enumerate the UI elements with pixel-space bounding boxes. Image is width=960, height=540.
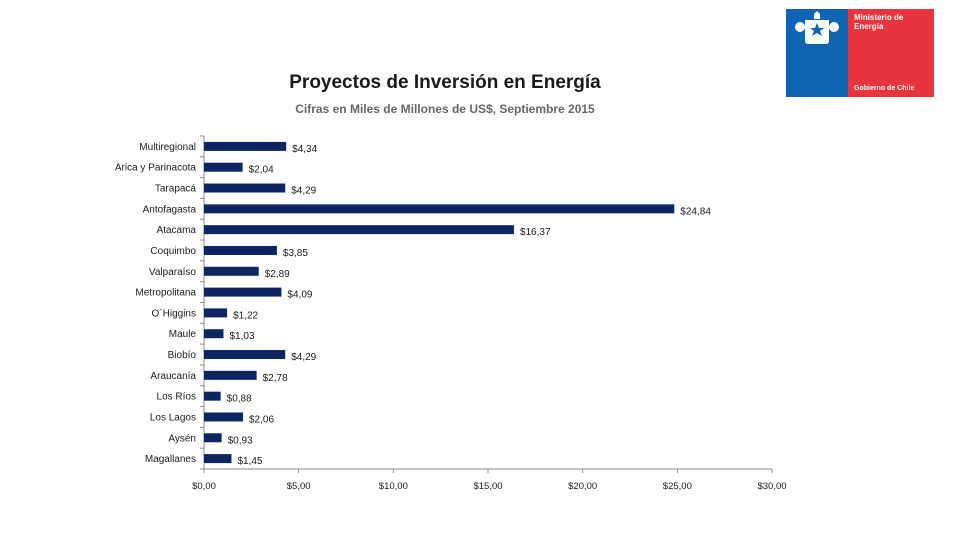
bar	[204, 204, 675, 214]
data-label: $2,04	[249, 165, 274, 176]
bar	[204, 329, 224, 339]
x-tick-label: $30,00	[757, 481, 786, 492]
bar	[204, 162, 243, 172]
data-label: $4,29	[291, 186, 316, 197]
bar	[204, 183, 286, 193]
x-tick-label: $0,00	[192, 481, 216, 492]
bar	[204, 308, 228, 318]
bar	[204, 391, 221, 401]
category-label: O´Higgins	[152, 307, 196, 319]
data-label: $3,85	[283, 248, 308, 259]
bar	[204, 287, 282, 297]
bar	[204, 225, 514, 235]
bar	[204, 266, 259, 276]
x-tick-label: $10,00	[379, 481, 408, 492]
category-label: Biobío	[168, 350, 197, 361]
category-label: Magallanes	[145, 454, 196, 465]
data-label: $2,06	[249, 414, 274, 425]
data-label: $0,88	[227, 394, 252, 405]
data-label: $0,93	[228, 435, 253, 446]
category-label: Los Ríos	[157, 392, 196, 403]
category-label: Arica y Parinacota	[115, 163, 197, 174]
chart-title: Proyectos de Inversión en Energía	[289, 72, 601, 93]
data-label: $24,84	[680, 206, 711, 217]
bar	[204, 433, 222, 443]
data-label: $1,22	[233, 310, 258, 321]
category-label: Atacama	[157, 225, 197, 236]
data-label: $1,45	[237, 456, 262, 467]
data-label: $2,78	[263, 373, 288, 384]
category-label: Los Lagos	[150, 412, 196, 423]
ministry-logo: Ministerio de Energía Gobierno de Chile	[786, 9, 934, 97]
category-label: Coquimbo	[150, 246, 196, 257]
bar	[204, 245, 277, 255]
logo-ministry-line1: Ministerio de	[854, 13, 904, 22]
category-label: Antofagasta	[143, 204, 197, 215]
bar	[204, 350, 286, 360]
logo-ministry-line2: Energía	[854, 22, 884, 31]
bar	[204, 454, 232, 464]
escudo-chile-icon	[795, 11, 839, 44]
x-tick-label: $5,00	[287, 481, 311, 492]
data-label: $16,37	[520, 227, 551, 238]
bar	[204, 141, 287, 151]
chart-subtitle: Cifras en Miles de Millones de US$, Sept…	[295, 102, 595, 116]
data-label: $2,89	[265, 269, 290, 280]
logo-red-panel	[848, 9, 934, 97]
x-tick-label: $20,00	[568, 481, 597, 492]
category-label: Metropolitana	[135, 288, 196, 299]
x-tick-label: $25,00	[663, 481, 692, 492]
bar	[204, 370, 257, 380]
category-label: Multiregional	[139, 142, 196, 153]
category-label: Tarapacá	[155, 184, 197, 195]
data-label: $4,09	[287, 290, 312, 301]
logo-footer: Gobierno de Chile	[854, 85, 915, 92]
category-label: Araucanía	[150, 371, 196, 382]
category-label: Aysén	[168, 433, 196, 444]
data-label: $1,03	[230, 331, 255, 342]
x-tick-label: $15,00	[473, 481, 502, 492]
category-label: Maule	[169, 329, 197, 340]
data-label: $4,29	[291, 352, 316, 363]
category-label: Valparaíso	[149, 267, 197, 278]
bar	[204, 412, 244, 422]
data-label: $4,34	[292, 144, 317, 155]
